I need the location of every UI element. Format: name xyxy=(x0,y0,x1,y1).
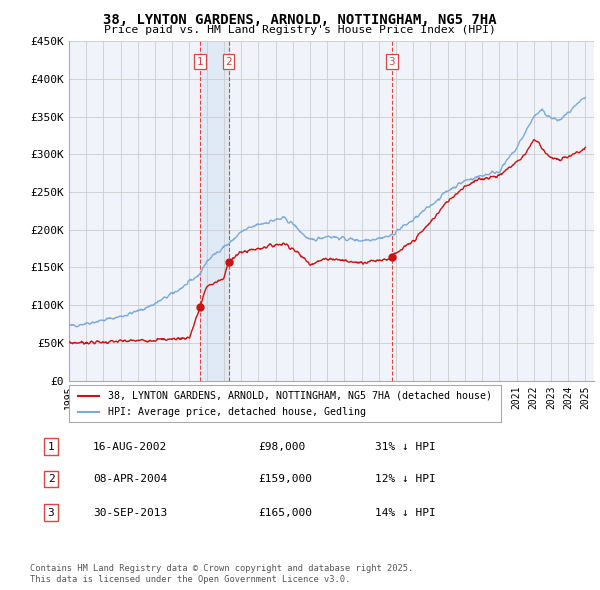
Text: £165,000: £165,000 xyxy=(258,508,312,517)
Text: 1: 1 xyxy=(47,442,55,451)
Text: 2: 2 xyxy=(225,57,232,67)
Text: 14% ↓ HPI: 14% ↓ HPI xyxy=(375,508,436,517)
Text: Contains HM Land Registry data © Crown copyright and database right 2025.: Contains HM Land Registry data © Crown c… xyxy=(30,565,413,573)
Text: This data is licensed under the Open Government Licence v3.0.: This data is licensed under the Open Gov… xyxy=(30,575,350,584)
Text: £159,000: £159,000 xyxy=(258,474,312,484)
Text: 1: 1 xyxy=(197,57,203,67)
Text: 12% ↓ HPI: 12% ↓ HPI xyxy=(375,474,436,484)
Text: 31% ↓ HPI: 31% ↓ HPI xyxy=(375,442,436,451)
Bar xyxy=(200,41,229,381)
Text: HPI: Average price, detached house, Gedling: HPI: Average price, detached house, Gedl… xyxy=(108,407,366,417)
Text: 3: 3 xyxy=(388,57,395,67)
Text: 08-APR-2004: 08-APR-2004 xyxy=(93,474,167,484)
Text: 3: 3 xyxy=(47,508,55,517)
Text: 38, LYNTON GARDENS, ARNOLD, NOTTINGHAM, NG5 7HA: 38, LYNTON GARDENS, ARNOLD, NOTTINGHAM, … xyxy=(103,13,497,27)
Text: Price paid vs. HM Land Registry's House Price Index (HPI): Price paid vs. HM Land Registry's House … xyxy=(104,25,496,35)
Text: 38, LYNTON GARDENS, ARNOLD, NOTTINGHAM, NG5 7HA (detached house): 38, LYNTON GARDENS, ARNOLD, NOTTINGHAM, … xyxy=(108,391,492,401)
Text: 30-SEP-2013: 30-SEP-2013 xyxy=(93,508,167,517)
Text: 16-AUG-2002: 16-AUG-2002 xyxy=(93,442,167,451)
Text: 2: 2 xyxy=(47,474,55,484)
Text: £98,000: £98,000 xyxy=(258,442,305,451)
